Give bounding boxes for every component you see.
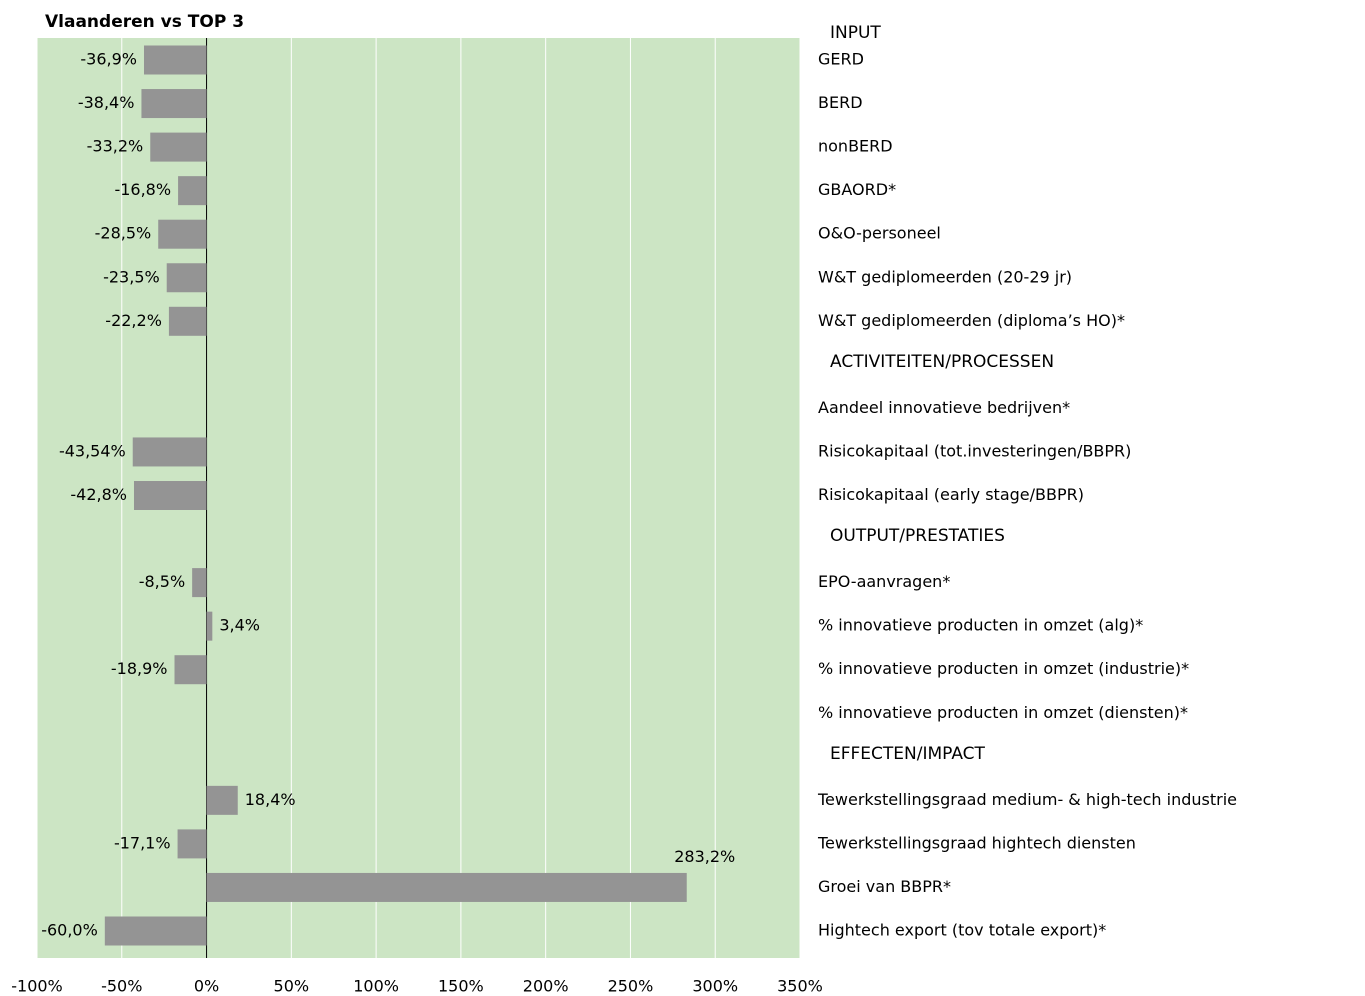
category-label: GERD — [818, 50, 864, 69]
category-label: % innovatieve producten in omzet (alg)* — [818, 616, 1143, 635]
value-label: 283,2% — [674, 847, 735, 866]
bar — [178, 176, 207, 206]
section-header: EFFECTEN/IMPACT — [830, 744, 986, 764]
category-label: Tewerkstellingsgraad medium- & high-tech… — [817, 790, 1237, 809]
category-label: % innovatieve producten in omzet (indust… — [818, 659, 1189, 678]
x-tick-label: 250% — [608, 977, 654, 996]
bar — [141, 89, 207, 119]
value-label: -36,9% — [80, 50, 137, 69]
section-header: ACTIVITEITEN/PROCESSEN — [830, 352, 1054, 372]
bar — [206, 611, 213, 641]
bar — [158, 219, 207, 249]
bar — [174, 655, 207, 685]
category-label: GBAORD* — [818, 180, 896, 199]
value-label: -16,8% — [114, 180, 171, 199]
category-label: Risicokapitaal (tot.investeringen/BBPR) — [818, 441, 1131, 460]
value-label: -23,5% — [103, 267, 160, 286]
x-tick-label: 150% — [438, 977, 484, 996]
value-label: -43,54% — [59, 441, 126, 460]
category-label: Tewerkstellingsgraad hightech diensten — [817, 833, 1136, 852]
category-label: EPO-aanvragen* — [818, 572, 950, 591]
category-label: W&T gediplomeerden (diploma’s HO)* — [818, 311, 1125, 330]
category-label: nonBERD — [818, 137, 893, 156]
bar — [206, 872, 687, 902]
value-label: -18,9% — [111, 659, 168, 678]
category-label: BERD — [818, 93, 863, 112]
section-header: INPUT — [830, 23, 881, 43]
value-label: 3,4% — [219, 616, 260, 635]
x-tick-label: 50% — [274, 977, 310, 996]
bar — [177, 829, 207, 859]
x-tick-label: -50% — [101, 977, 142, 996]
bar — [168, 306, 207, 336]
category-label: Risicokapitaal (early stage/BBPR) — [818, 485, 1084, 504]
x-tick-label: 350% — [777, 977, 823, 996]
x-tick-label: 100% — [353, 977, 399, 996]
x-tick-label: 300% — [692, 977, 738, 996]
bar — [104, 916, 207, 946]
category-label: O&O-personeel — [818, 224, 941, 243]
value-label: -17,1% — [114, 833, 171, 852]
x-tick-label: -100% — [11, 977, 63, 996]
chart-title: Vlaanderen vs TOP 3 — [45, 12, 244, 32]
bar — [132, 437, 207, 467]
value-label: 18,4% — [245, 790, 296, 809]
value-label: -60,0% — [41, 921, 98, 940]
bar — [206, 785, 238, 815]
value-label: -38,4% — [78, 93, 135, 112]
category-label: W&T gediplomeerden (20-29 jr) — [818, 267, 1072, 286]
bar — [143, 45, 207, 75]
bar — [133, 481, 207, 510]
value-label: -8,5% — [139, 572, 185, 591]
x-tick-label: 200% — [523, 977, 569, 996]
value-label: -33,2% — [87, 137, 144, 156]
x-tick-label: 0% — [194, 977, 219, 996]
section-header: OUTPUT/PRESTATIES — [830, 526, 1005, 546]
value-label: -42,8% — [70, 485, 127, 504]
category-label: % innovatieve producten in omzet (dienst… — [818, 703, 1188, 722]
bar — [192, 568, 207, 598]
category-label: Groei van BBPR* — [818, 877, 951, 896]
bar — [150, 132, 207, 162]
bar — [166, 263, 207, 293]
category-label: Aandeel innovatieve bedrijven* — [818, 398, 1070, 417]
value-label: -22,2% — [105, 311, 162, 330]
category-label: Hightech export (tov totale export)* — [818, 921, 1106, 940]
value-label: -28,5% — [95, 224, 152, 243]
